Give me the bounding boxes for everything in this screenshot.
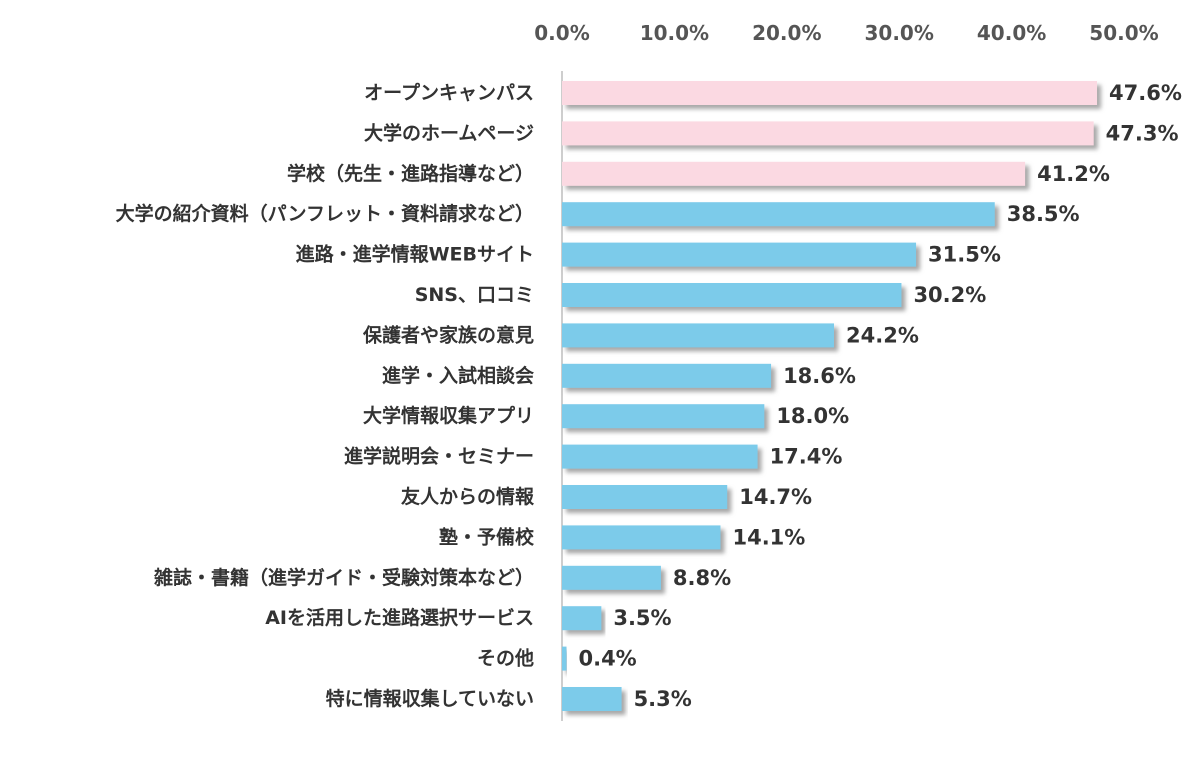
bar (562, 242, 917, 267)
value-label: 14.1% (732, 525, 805, 549)
value-label: 14.7% (739, 485, 812, 509)
bar-row: 学校（先生・進路指導など） 41.2% (287, 161, 1110, 186)
bar (562, 565, 661, 590)
value-label: 31.5% (928, 243, 1001, 267)
bar (562, 646, 567, 671)
value-label: 0.4% (578, 647, 636, 671)
bar-row: 大学のホームページ 47.3% (364, 121, 1179, 146)
value-label: 18.0% (776, 404, 849, 428)
category-label: オープンキャンパス (364, 81, 534, 104)
bar (562, 525, 721, 550)
x-tick-label: 30.0% (865, 21, 934, 45)
value-label: 38.5% (1007, 202, 1080, 226)
category-label: 保護者や家族の意見 (362, 323, 534, 346)
bar-row: 進学説明会・セミナー 17.4% (344, 444, 843, 469)
bar-row: その他 0.4% (477, 646, 637, 671)
x-axis-ticks: 0.0% 10.0% 20.0% 30.0% 40.0% 50.0% (534, 21, 1158, 45)
value-label: 17.4% (770, 445, 843, 469)
bar-row: オープンキャンパス 47.6% (364, 81, 1182, 105)
bar-row: 進学・入試相談会 18.6% (382, 363, 856, 388)
bar-row: 特に情報収集していない 5.3% (326, 687, 692, 711)
x-tick-label: 10.0% (640, 21, 709, 45)
x-tick-label: 40.0% (977, 21, 1046, 45)
bar-series: オープンキャンパス 47.6% 大学のホームページ 47.3% 学校（先生・進路指導など… (116, 81, 1182, 711)
bar (562, 121, 1094, 146)
category-label: 友人からの情報 (401, 485, 535, 508)
bar (562, 161, 1026, 186)
value-label: 3.5% (613, 606, 671, 630)
category-label: 特に情報収集していない (326, 687, 534, 710)
bar-row: 大学情報収集アプリ 18.0% (363, 404, 849, 429)
category-label: AIを活用した進路選択サービス (265, 606, 534, 629)
bar (562, 606, 602, 631)
x-tick-label: 0.0% (534, 21, 589, 45)
bar (562, 81, 1098, 105)
bar-row: 大学の紹介資料（パンフレット・資料請求など） 38.5% (116, 202, 1080, 227)
bar (562, 687, 622, 711)
bar-row: SNS、口コミ 30.2% (415, 283, 986, 307)
bar (562, 363, 772, 388)
bar (562, 323, 835, 348)
bar (562, 283, 902, 307)
bar (562, 444, 758, 469)
bar-row: 雑誌・書籍（進学ガイド・受験対策本など） 8.8% (153, 565, 731, 590)
value-label: 8.8% (673, 566, 731, 590)
category-label: 大学の紹介資料（パンフレット・資料請求など） (116, 202, 534, 225)
category-label: 雑誌・書籍（進学ガイド・受験対策本など） (153, 566, 534, 589)
value-label: 41.2% (1037, 162, 1110, 186)
category-label: その他 (477, 647, 534, 670)
category-label: 進路・進学情報WEBサイト (296, 243, 534, 266)
value-label: 5.3% (634, 687, 692, 711)
category-label: 塾・予備校 (439, 525, 535, 548)
bar-row: 進路・進学情報WEBサイト 31.5% (296, 242, 1001, 267)
bar-row: 塾・予備校 14.1% (439, 525, 805, 550)
value-label: 47.6% (1109, 81, 1182, 105)
bar-row: 保護者や家族の意見 24.2% (362, 323, 919, 348)
value-label: 24.2% (846, 323, 919, 347)
bar-row: 友人からの情報 14.7% (401, 485, 812, 509)
bar (562, 485, 728, 509)
x-tick-label: 20.0% (752, 21, 821, 45)
category-label: 進学説明会・セミナー (344, 445, 534, 468)
bar-row: AIを活用した進路選択サービス 3.5% (265, 606, 672, 631)
bar (562, 404, 765, 429)
value-label: 30.2% (913, 283, 986, 307)
category-label: 学校（先生・進路指導など） (287, 162, 534, 185)
category-label: SNS、口コミ (415, 284, 534, 306)
value-label: 18.6% (783, 364, 856, 388)
category-label: 進学・入試相談会 (382, 364, 534, 387)
value-label: 47.3% (1106, 121, 1179, 145)
category-label: 大学のホームページ (364, 121, 534, 144)
x-tick-label: 50.0% (1089, 21, 1158, 45)
category-label: 大学情報収集アプリ (363, 404, 534, 427)
bar (562, 202, 995, 227)
